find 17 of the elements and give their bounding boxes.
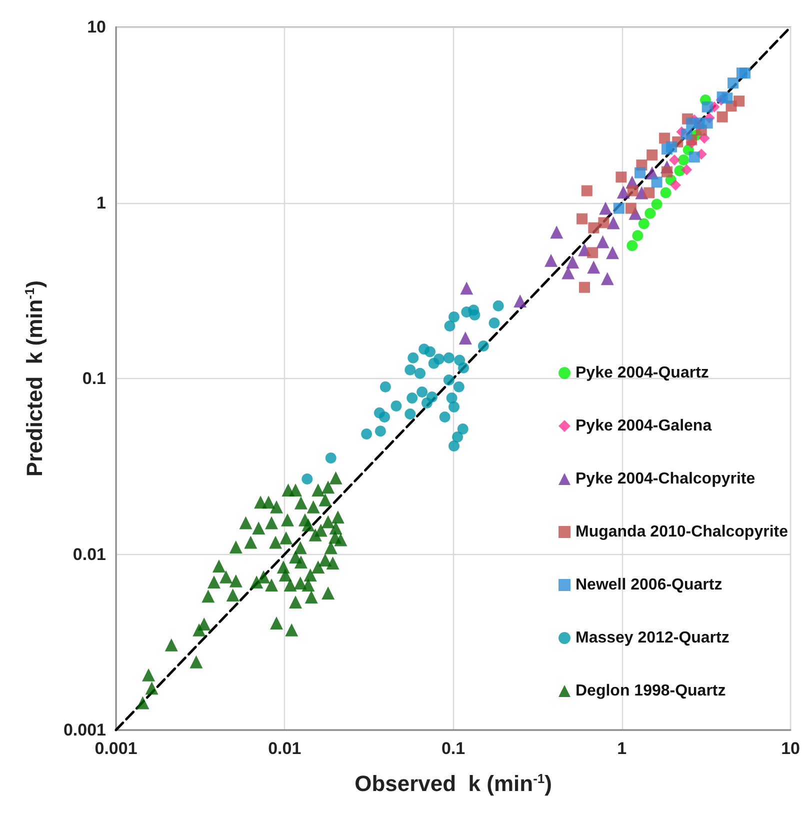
legend-label: Pyke 2004-Chalcopyrite [576, 470, 756, 488]
x-tick-label: 1 [617, 739, 627, 758]
legend-label: Newell 2006-Quartz [576, 576, 722, 594]
legend-label: Pyke 2004-Galena [576, 418, 712, 434]
y-tick-label: 10 [87, 18, 106, 36]
legend-label: Muganda 2010-Chalcopyrite [576, 524, 788, 540]
legend-label: Pyke 2004-Quartz [576, 364, 709, 382]
x-tick-label: 10 [781, 739, 800, 758]
y-tick-label: 1 [96, 193, 106, 212]
legend-label: Deglon 1998-Quartz [576, 682, 726, 700]
legend-label: Massey 2012-Quartz [576, 630, 730, 646]
y-tick-label: 0.01 [72, 544, 106, 564]
y-axis-title: Predicted k (min-1) [22, 280, 47, 477]
x-tick-label: 0.1 [441, 739, 466, 758]
y-tick-label: 0.1 [82, 369, 106, 388]
x-tick-label: 0.01 [268, 739, 302, 758]
y-tick-label: 0.001 [63, 720, 106, 740]
